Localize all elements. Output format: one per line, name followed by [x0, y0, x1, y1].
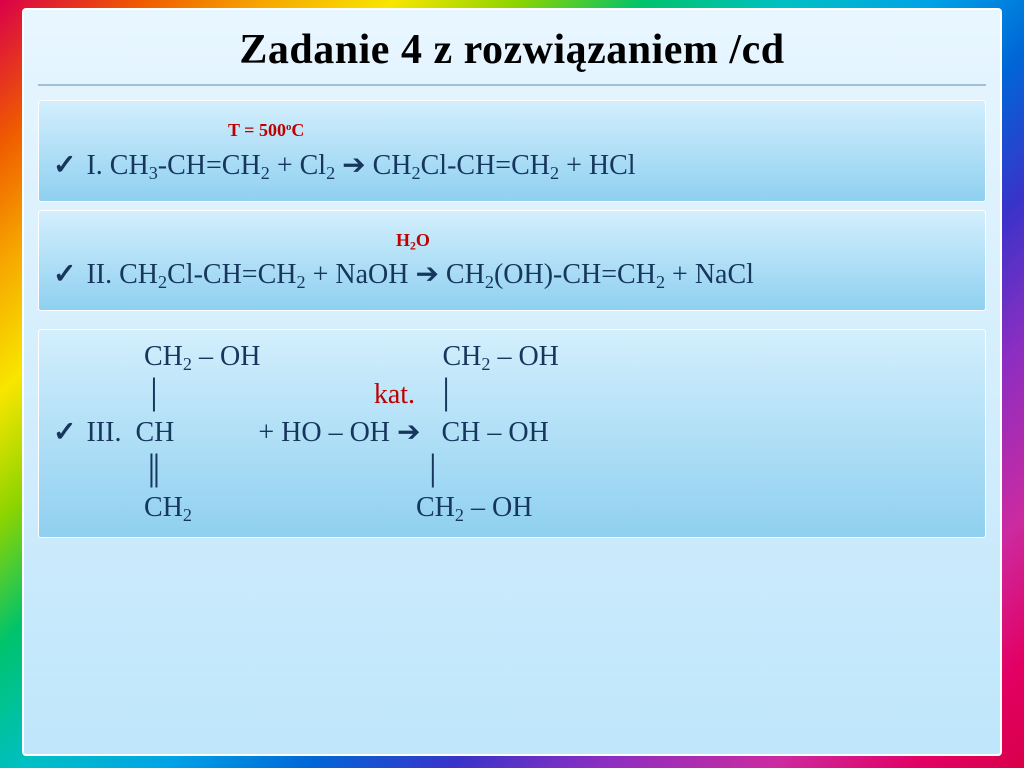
- panel-gap: [38, 311, 986, 321]
- slide-body: Zadanie 4 z rozwiązaniem /cd T = 500oC ✓…: [22, 8, 1002, 756]
- roman-1: I.: [86, 150, 102, 181]
- condition-2: H2O: [53, 219, 971, 257]
- eq1-body: CH3-CH=CH2 + Cl2 ➔ CH2Cl-CH=CH2 + HCl: [110, 150, 636, 181]
- cond1-text: T = 500oC: [228, 120, 304, 140]
- eq3-line4: ║ │: [53, 452, 971, 490]
- equation-2: ✓ II. CH2Cl-CH=CH2 + NaOH ➔ CH2(OH)-CH=CH…: [53, 256, 971, 294]
- eq3-line1: CH2 – OH CH2 – OH: [53, 338, 971, 376]
- check-icon: ✓: [53, 259, 76, 290]
- panel-equation-2: H2O ✓ II. CH2Cl-CH=CH2 + NaOH ➔ CH2(OH)-C…: [38, 210, 986, 312]
- eq2-body: CH2Cl-CH=CH2 + NaOH ➔ CH2(OH)-CH=CH2 + N…: [119, 259, 754, 290]
- panel-equation-1: T = 500oC ✓ I. CH3-CH=CH2 + Cl2 ➔ CH2Cl-C…: [38, 100, 986, 202]
- eq3-line3: ✓ III. CH + HO – OH ➔ CH – OH: [53, 414, 971, 452]
- cond2-text: H2O: [396, 230, 430, 250]
- slide-content: T = 500oC ✓ I. CH3-CH=CH2 + Cl2 ➔ CH2Cl-C…: [38, 86, 986, 538]
- eq3-line5: CH2 CH2 – OH: [53, 489, 971, 527]
- check-icon: ✓: [53, 417, 76, 448]
- eq3-line2: │ kat. │: [53, 376, 971, 414]
- check-icon: ✓: [53, 150, 76, 181]
- roman-2: II.: [86, 259, 112, 290]
- condition-1: T = 500oC: [53, 109, 971, 147]
- eq3-body: III. CH + HO – OH ➔ CH – OH: [86, 417, 548, 448]
- cond2-pad: [53, 222, 396, 253]
- slide-title: Zadanie 4 z rozwiązaniem /cd: [38, 20, 986, 86]
- equation-1: ✓ I. CH3-CH=CH2 + Cl2 ➔ CH2Cl-CH=CH2 + HC…: [53, 147, 971, 185]
- cond1-pad: [53, 112, 228, 143]
- panel-equation-3: CH2 – OH CH2 – OH │ kat. │ ✓ III. CH + HO…: [38, 329, 986, 538]
